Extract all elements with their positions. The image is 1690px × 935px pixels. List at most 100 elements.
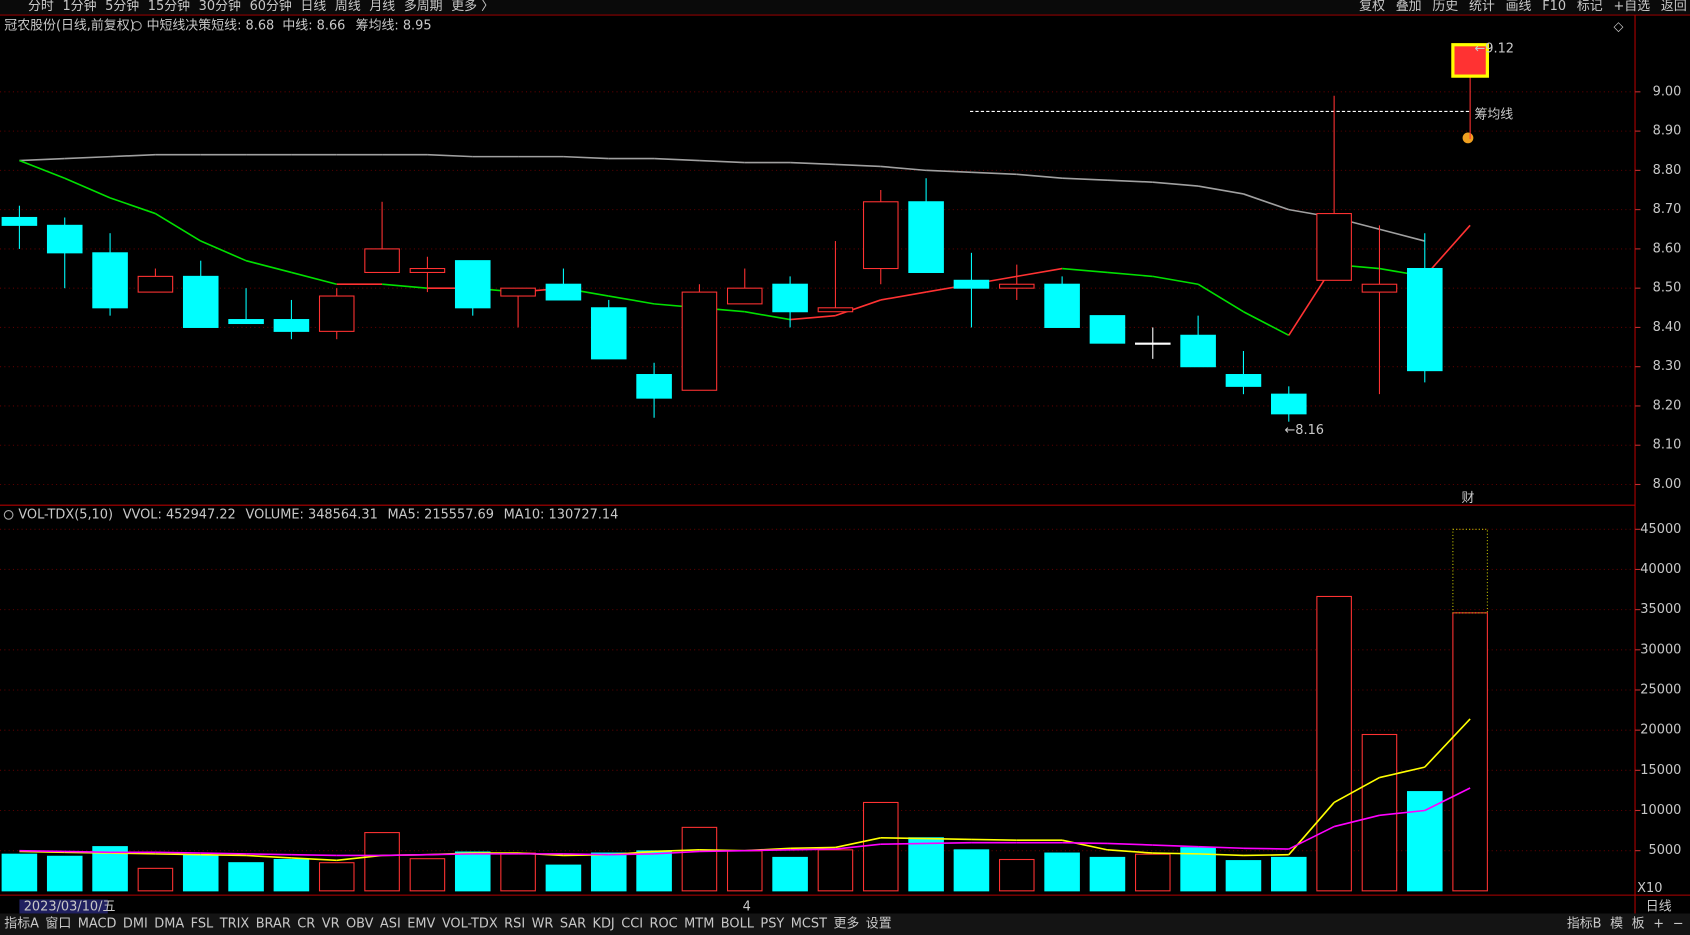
- toolbar-item[interactable]: 叠加: [1396, 0, 1422, 14]
- gray-line: [1243, 193, 1290, 211]
- candle-body: [908, 201, 944, 273]
- toolbar-item[interactable]: 60分钟: [250, 0, 292, 14]
- tab[interactable]: 模: [1610, 917, 1623, 932]
- candle-body: [1225, 374, 1262, 387]
- ma10-line: [744, 849, 791, 852]
- tab[interactable]: DMI: [123, 917, 148, 932]
- tab[interactable]: EMV: [407, 917, 435, 932]
- ma5-line: [1379, 766, 1425, 779]
- toolbar-item[interactable]: 画线: [1506, 0, 1532, 14]
- candle-body: [545, 283, 582, 301]
- tab[interactable]: PSY: [760, 917, 784, 932]
- tab[interactable]: VR: [322, 917, 340, 932]
- toolbar-item[interactable]: F10: [1542, 0, 1566, 14]
- volume-bar: [409, 858, 446, 892]
- y-tick-label: 30000: [1640, 642, 1681, 657]
- tab[interactable]: FSL: [191, 917, 214, 932]
- candle-body: [46, 224, 83, 254]
- volume-bar: [1407, 791, 1443, 892]
- volume-bar: [46, 855, 83, 892]
- header-text: 中线: 8.66: [282, 18, 345, 33]
- tab[interactable]: DMA: [154, 917, 184, 932]
- ma5-line: [926, 837, 972, 841]
- tab[interactable]: 更多: [833, 917, 859, 932]
- tab[interactable]: WR: [532, 917, 554, 932]
- toolbar-item[interactable]: 复权: [1359, 0, 1385, 14]
- tab[interactable]: MCST: [791, 917, 827, 932]
- mid-line: [200, 240, 247, 262]
- tab[interactable]: OBV: [346, 917, 374, 932]
- toolbar-item[interactable]: 统计: [1469, 0, 1495, 14]
- mid-line: [1152, 275, 1199, 286]
- toolbar-item[interactable]: 标记: [1577, 0, 1603, 14]
- toolbar-item[interactable]: 历史: [1432, 0, 1458, 14]
- toolbar-item[interactable]: 15分钟: [148, 0, 190, 14]
- tab[interactable]: −: [1673, 917, 1684, 932]
- tab[interactable]: +: [1653, 917, 1664, 932]
- month-label: 4: [743, 899, 751, 914]
- ma5-line: [1061, 839, 1108, 851]
- toolbar-item[interactable]: 5分钟: [105, 0, 139, 14]
- ma10-line: [1424, 787, 1471, 812]
- toolbar-item[interactable]: +自选: [1614, 0, 1651, 14]
- candle-body: [1, 216, 38, 226]
- ma5-line: [246, 854, 292, 859]
- ma10-line: [1333, 814, 1380, 828]
- gray-line: [926, 169, 972, 174]
- tab[interactable]: VOL-TDX: [442, 917, 498, 932]
- toolbar-item[interactable]: 1分钟: [62, 0, 96, 14]
- tab[interactable]: ASI: [380, 917, 401, 932]
- tab[interactable]: MTM: [684, 917, 714, 932]
- header-text: 中短线决策: [147, 17, 212, 33]
- tab[interactable]: 窗口: [45, 916, 71, 932]
- ma10-line: [427, 853, 473, 856]
- tab[interactable]: CCI: [621, 917, 643, 932]
- icon[interactable]: ◇: [1613, 19, 1623, 34]
- top-toolbar: [0, 0, 1690, 16]
- tab[interactable]: TRIX: [219, 917, 250, 932]
- y-tick-label: 25000: [1640, 682, 1681, 697]
- tab[interactable]: 设置: [866, 917, 892, 932]
- toolbar-item[interactable]: 分时: [28, 0, 54, 14]
- y-tick-label: 45000: [1640, 522, 1681, 537]
- ma10-line: [1243, 847, 1289, 850]
- period-label: 日线: [1646, 899, 1672, 914]
- gray-line: [1379, 228, 1425, 242]
- ma5-line: [1424, 718, 1471, 768]
- multiplier-label: X10: [1637, 881, 1662, 896]
- tab[interactable]: KDJ: [593, 917, 615, 932]
- y-tick-label: 8.50: [1653, 281, 1682, 296]
- tab[interactable]: CR: [297, 917, 315, 932]
- mid-line: [790, 314, 836, 321]
- tab[interactable]: RSI: [504, 917, 525, 932]
- gray-line: [110, 153, 156, 158]
- toolbar-item[interactable]: 月线: [369, 0, 395, 14]
- ma10-line: [608, 853, 655, 856]
- tab[interactable]: BRAR: [256, 917, 291, 932]
- tab[interactable]: SAR: [560, 917, 586, 932]
- toolbar-item[interactable]: 周线: [335, 0, 361, 14]
- ma10-line: [155, 851, 201, 854]
- mid-line: [1424, 224, 1471, 277]
- tab[interactable]: 板: [1632, 917, 1645, 932]
- tab[interactable]: MACD: [78, 917, 117, 932]
- toolbar-item[interactable]: 更多 〉: [451, 0, 494, 14]
- volume-bar: [817, 849, 854, 892]
- gray-line: [1152, 181, 1199, 187]
- toolbar-item[interactable]: 30分钟: [199, 0, 241, 14]
- gray-line: [790, 161, 836, 166]
- volume-bar: [862, 801, 899, 892]
- ma5-line: [1198, 853, 1244, 857]
- tab[interactable]: ROC: [650, 917, 678, 932]
- volume-header-text: MA5: 215557.69: [388, 507, 494, 522]
- tab[interactable]: BOLL: [721, 917, 755, 932]
- toolbar-item[interactable]: 多周期: [404, 0, 443, 14]
- toolbar-item[interactable]: 返回: [1661, 0, 1687, 14]
- mid-line: [835, 299, 882, 317]
- tab[interactable]: 指标B: [1567, 917, 1602, 932]
- tab[interactable]: 指标A: [4, 917, 39, 932]
- volume-bar: [545, 864, 582, 892]
- toolbar-item[interactable]: 日线: [300, 0, 326, 14]
- mid-line: [880, 291, 927, 301]
- volume-bar: [1225, 860, 1262, 892]
